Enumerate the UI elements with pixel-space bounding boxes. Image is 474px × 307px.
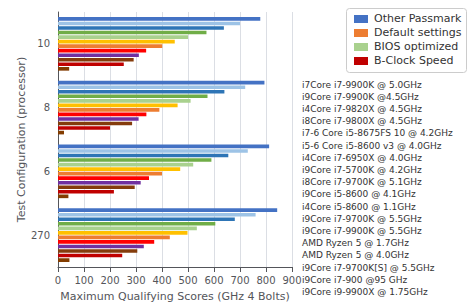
svg-text:i9Core i7-9700K[S] @ 5.5GHz: i9Core i7-9700K[S] @ 5.5GHz <box>302 263 435 273</box>
svg-text:400: 400 <box>152 275 171 286</box>
svg-text:270: 270 <box>31 230 50 241</box>
svg-text:i4Core i7-6950X @ 4.0GHz: i4Core i7-6950X @ 4.0GHz <box>302 153 422 163</box>
svg-text:Other Passmark: Other Passmark <box>374 12 462 25</box>
svg-text:i8Core i7-9800X @ 4.5GHz: i8Core i7-9800X @ 4.5GHz <box>302 116 422 126</box>
svg-text:i9Core i7-9900K @ 5.5GHz: i9Core i7-9900K @ 5.5GHz <box>302 226 422 236</box>
svg-text:500: 500 <box>178 275 197 286</box>
svg-text:Test Configuration (processor): Test Configuration (processor) <box>15 57 28 223</box>
svg-text:i9Core i9-9900X @ 1.75GHz: i9Core i9-9900X @ 1.75GHz <box>302 287 428 297</box>
svg-text:0: 0 <box>55 275 61 286</box>
svg-text:10: 10 <box>37 38 50 49</box>
svg-text:300: 300 <box>126 275 145 286</box>
svg-text:i8Core i7-9700K @ 5.1GHz: i8Core i7-9700K @ 5.1GHz <box>302 177 422 187</box>
svg-text:AMD Ryzen 5 @ 1.7GHz: AMD Ryzen 5 @ 1.7GHz <box>302 238 409 248</box>
svg-text:i4Core i5-8600 @ 1.1GHz: i4Core i5-8600 @ 1.1GHz <box>302 202 416 212</box>
svg-text:i9Core i7-9700K @ 5.5GHz: i9Core i7-9700K @ 5.5GHz <box>302 214 422 224</box>
svg-text:i9Core i7-5700K @ 4.2GHz: i9Core i7-5700K @ 4.2GHz <box>302 165 422 175</box>
svg-text:200: 200 <box>100 275 119 286</box>
svg-text:900: 900 <box>282 275 301 286</box>
svg-text:100: 100 <box>74 275 93 286</box>
svg-text:8: 8 <box>44 102 50 113</box>
svg-text:i9Core i5-8600 @ 4.1GHz: i9Core i5-8600 @ 4.1GHz <box>302 189 416 199</box>
svg-text:i9Core i7-900 @95 GHz: i9Core i7-900 @95 GHz <box>302 275 407 285</box>
svg-text:AMD Ryzen 5 @ 4.0GHz: AMD Ryzen 5 @ 4.0GHz <box>302 250 409 260</box>
svg-text:i7-6 Core i5-8675FS 10 @ 4.2GH: i7-6 Core i5-8675FS 10 @ 4.2GHz <box>302 128 453 138</box>
svg-text:Default settings: Default settings <box>374 26 462 39</box>
svg-text:800: 800 <box>256 275 275 286</box>
svg-text:i7Core i7-9900K @ 5.0GHz: i7Core i7-9900K @ 5.0GHz <box>302 80 422 90</box>
svg-text:i9Core i7-9900K @4.5GHz: i9Core i7-9900K @4.5GHz <box>302 92 419 102</box>
svg-text:i4Core i7-9820X @ 4.5GHz: i4Core i7-9820X @ 4.5GHz <box>302 104 422 114</box>
svg-text:6: 6 <box>44 166 50 177</box>
svg-text:i5-6 Core i5-8600 v3 @ 4.0GHz: i5-6 Core i5-8600 v3 @ 4.0GHz <box>302 141 442 151</box>
svg-text:BIOS optimized: BIOS optimized <box>374 40 458 53</box>
svg-text:Maximum Qualifying Scores (GHz: Maximum Qualifying Scores (GHz 4 Bolts) <box>60 290 289 303</box>
svg-text:B-Clock Speed: B-Clock Speed <box>374 54 453 67</box>
svg-text:700: 700 <box>230 275 249 286</box>
svg-text:600: 600 <box>204 275 223 286</box>
